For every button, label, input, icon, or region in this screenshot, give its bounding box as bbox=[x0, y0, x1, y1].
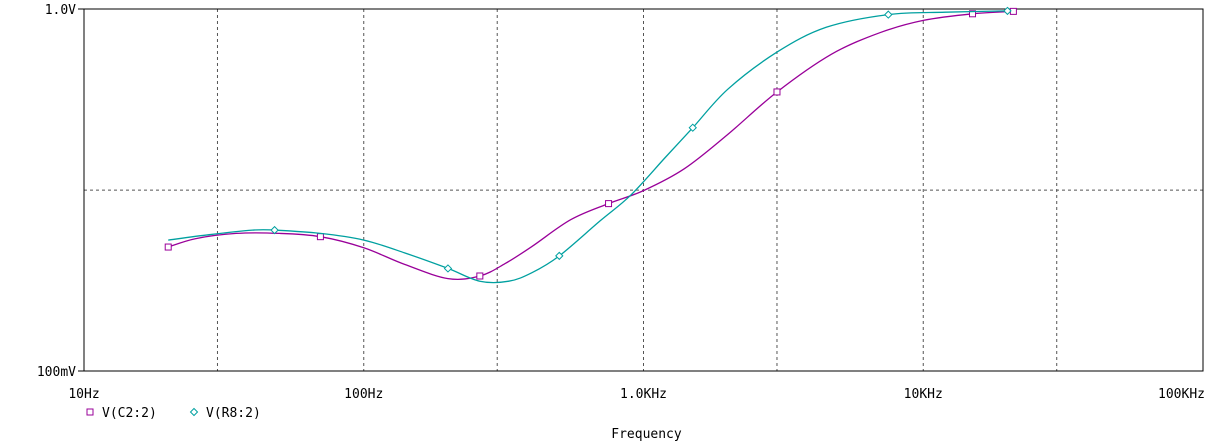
series-point-marker bbox=[316, 233, 324, 241]
x-tick-label: 10KHz bbox=[904, 387, 943, 402]
y-tick-label: 1.0V bbox=[45, 3, 76, 18]
series-point-marker bbox=[189, 407, 199, 417]
series-diamond bbox=[168, 6, 1012, 284]
x-tick-label: 100Hz bbox=[344, 387, 383, 402]
series-point-marker bbox=[884, 10, 893, 19]
x-axis-label: Frequency bbox=[611, 427, 682, 441]
series-point-marker bbox=[164, 243, 172, 251]
legend-entry: V(C2:2) bbox=[102, 406, 157, 421]
series-square bbox=[164, 7, 1017, 280]
series-point-marker bbox=[773, 88, 781, 96]
series-point-marker bbox=[476, 272, 484, 280]
series-point-marker bbox=[688, 123, 697, 132]
x-tick-label: 100KHz bbox=[1158, 387, 1205, 402]
legend-entry: V(R8:2) bbox=[206, 406, 261, 421]
series-point-marker bbox=[1009, 7, 1017, 15]
x-tick-label: 10Hz bbox=[68, 387, 99, 402]
grid bbox=[84, 9, 1203, 371]
series-point-marker bbox=[969, 10, 977, 18]
series-point-marker bbox=[555, 251, 564, 261]
series-point-marker bbox=[443, 264, 453, 273]
y-tick-label: 100mV bbox=[37, 365, 76, 380]
series-point-marker bbox=[1003, 6, 1012, 16]
series-point-marker bbox=[605, 200, 613, 208]
x-tick-label: 1.0KHz bbox=[620, 387, 667, 402]
plot-frame bbox=[83, 8, 1204, 372]
series-point-marker bbox=[270, 225, 279, 235]
series-line bbox=[168, 10, 1014, 280]
legend: V(C2:2) V(R8:2) bbox=[86, 406, 261, 421]
series-point-marker bbox=[86, 408, 94, 416]
series-line bbox=[168, 10, 1008, 284]
